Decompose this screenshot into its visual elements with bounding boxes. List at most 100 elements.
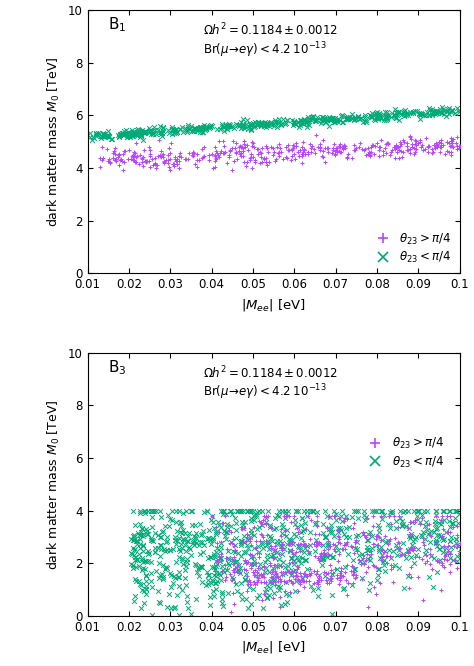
Point [328,552,336,563]
Point [165,162,173,172]
Point [199,152,207,163]
Point [296,577,304,587]
Point [315,579,322,589]
Point [332,143,340,154]
Point [211,577,219,588]
Point [132,138,140,149]
Point [396,549,404,560]
Point [401,106,408,117]
Point [311,518,319,529]
Point [310,577,318,588]
Point [391,110,399,121]
Point [292,505,300,516]
Point [290,559,298,569]
Point [147,557,155,567]
Point [376,553,383,563]
Point [243,505,250,516]
Point [205,150,213,161]
Point [137,579,145,590]
Point [231,513,239,523]
Point [371,149,378,159]
Point [378,505,385,516]
Point [129,129,137,139]
Point [217,505,225,516]
Point [410,535,417,546]
Point [432,511,439,521]
Point [276,151,283,161]
Point [138,157,146,167]
Point [273,535,281,546]
Point [171,128,178,139]
Point [206,121,213,131]
Point [298,553,305,563]
Point [331,545,339,556]
Point [301,505,308,516]
Point [380,110,387,121]
Point [261,571,268,582]
Point [437,108,445,119]
Point [175,566,182,577]
Point [278,538,286,549]
Point [301,542,309,553]
Point [410,143,418,153]
Point [270,569,277,580]
Point [146,142,153,153]
Point [173,155,180,166]
Point [398,152,406,163]
Point [248,163,256,173]
Point [131,531,138,542]
Point [321,571,328,581]
Point [456,107,463,117]
Point [329,145,337,155]
Point [437,147,444,157]
Point [291,518,299,529]
Point [325,523,332,534]
Point [162,562,170,573]
Point [219,517,227,528]
Point [314,537,322,548]
Point [319,112,326,123]
Point [321,532,329,543]
Point [301,145,308,156]
Point [242,535,250,546]
Point [383,107,391,117]
Point [296,542,303,553]
Point [230,567,238,577]
Point [271,587,278,598]
Point [171,151,178,162]
Point [246,536,254,547]
Point [405,568,413,579]
Point [303,115,310,126]
Point [232,119,239,129]
Point [239,523,246,534]
Point [249,551,256,561]
Point [446,141,454,151]
Point [359,549,366,560]
Point [292,141,300,152]
Point [307,146,315,157]
Point [334,536,342,547]
Point [335,525,342,535]
Point [418,141,425,152]
Point [282,576,290,587]
Point [232,148,239,159]
Point [156,531,164,542]
Point [447,150,455,161]
Point [154,586,162,597]
Point [319,554,326,565]
Point [419,594,427,605]
Point [239,120,246,131]
Point [260,589,267,599]
Point [387,552,395,563]
Point [141,507,148,518]
Point [370,505,377,516]
Point [333,570,341,581]
Point [223,527,231,537]
Point [255,149,262,159]
Point [182,528,189,539]
Point [280,522,287,533]
Point [290,120,297,131]
Point [301,555,309,565]
Point [252,117,259,128]
Point [237,589,245,599]
